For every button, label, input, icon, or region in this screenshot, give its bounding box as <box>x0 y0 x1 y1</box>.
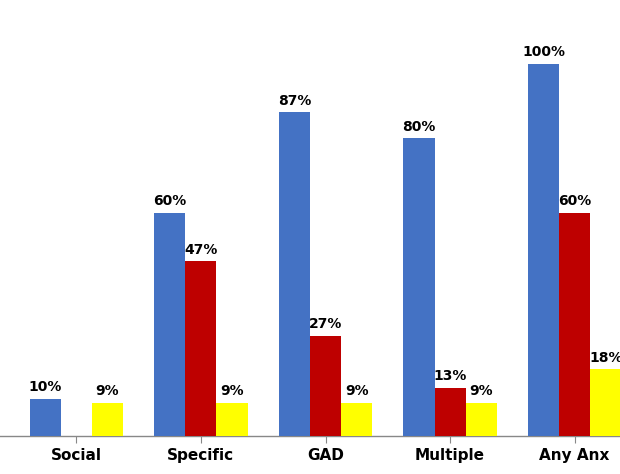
Bar <box>92 402 123 436</box>
Text: 9%: 9% <box>469 384 493 398</box>
Bar <box>559 213 590 436</box>
Text: 100%: 100% <box>522 45 565 59</box>
Bar <box>154 213 185 436</box>
Text: 10%: 10% <box>29 380 62 394</box>
Bar <box>590 369 620 436</box>
Text: 87%: 87% <box>278 93 311 108</box>
Bar <box>341 402 372 436</box>
Bar <box>185 261 216 436</box>
Text: 9%: 9% <box>95 384 119 398</box>
Bar <box>528 64 559 436</box>
Bar <box>310 336 341 436</box>
Text: 18%: 18% <box>589 351 620 365</box>
Bar <box>216 402 247 436</box>
Text: 47%: 47% <box>184 243 218 256</box>
Text: 9%: 9% <box>220 384 244 398</box>
Text: 9%: 9% <box>345 384 368 398</box>
Bar <box>279 112 310 436</box>
Bar <box>435 388 466 436</box>
Bar <box>466 402 497 436</box>
Bar <box>404 138 435 436</box>
Bar <box>30 399 61 436</box>
Text: 80%: 80% <box>402 119 436 134</box>
Text: 60%: 60% <box>558 194 591 208</box>
Text: 27%: 27% <box>309 317 342 331</box>
Text: 13%: 13% <box>433 369 467 383</box>
Text: 60%: 60% <box>153 194 187 208</box>
